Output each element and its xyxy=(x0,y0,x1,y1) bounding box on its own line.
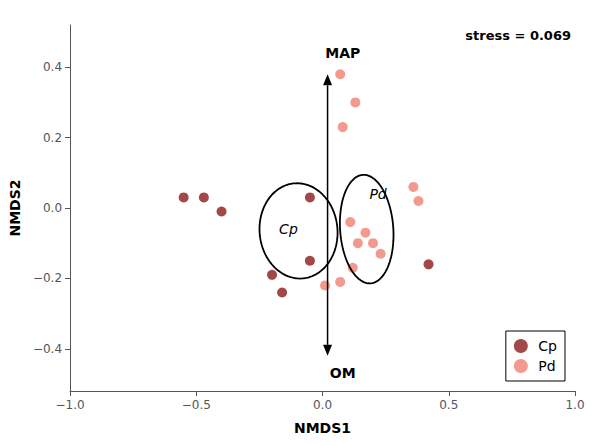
svg-text:MAP: MAP xyxy=(325,45,360,61)
svg-text:−0.4: −0.4 xyxy=(33,342,62,356)
svg-text:Pd: Pd xyxy=(369,186,386,202)
svg-text:NMDS2: NMDS2 xyxy=(7,179,23,236)
svg-text:Cp: Cp xyxy=(279,221,298,237)
svg-text:1.0: 1.0 xyxy=(565,398,584,412)
svg-text:OM: OM xyxy=(330,365,356,381)
svg-text:0.0: 0.0 xyxy=(313,398,332,412)
svg-text:0.0: 0.0 xyxy=(43,201,62,215)
svg-text:Pd: Pd xyxy=(538,358,555,374)
svg-text:stress = 0.069: stress = 0.069 xyxy=(465,28,571,43)
svg-text:−1.0: −1.0 xyxy=(55,398,84,412)
svg-text:Cp: Cp xyxy=(538,338,557,354)
svg-text:−0.5: −0.5 xyxy=(182,398,211,412)
svg-text:NMDS1: NMDS1 xyxy=(294,420,351,436)
svg-text:0.4: 0.4 xyxy=(43,60,62,74)
svg-text:0.5: 0.5 xyxy=(439,398,458,412)
svg-text:−0.2: −0.2 xyxy=(33,271,62,285)
svg-text:0.2: 0.2 xyxy=(43,131,62,145)
